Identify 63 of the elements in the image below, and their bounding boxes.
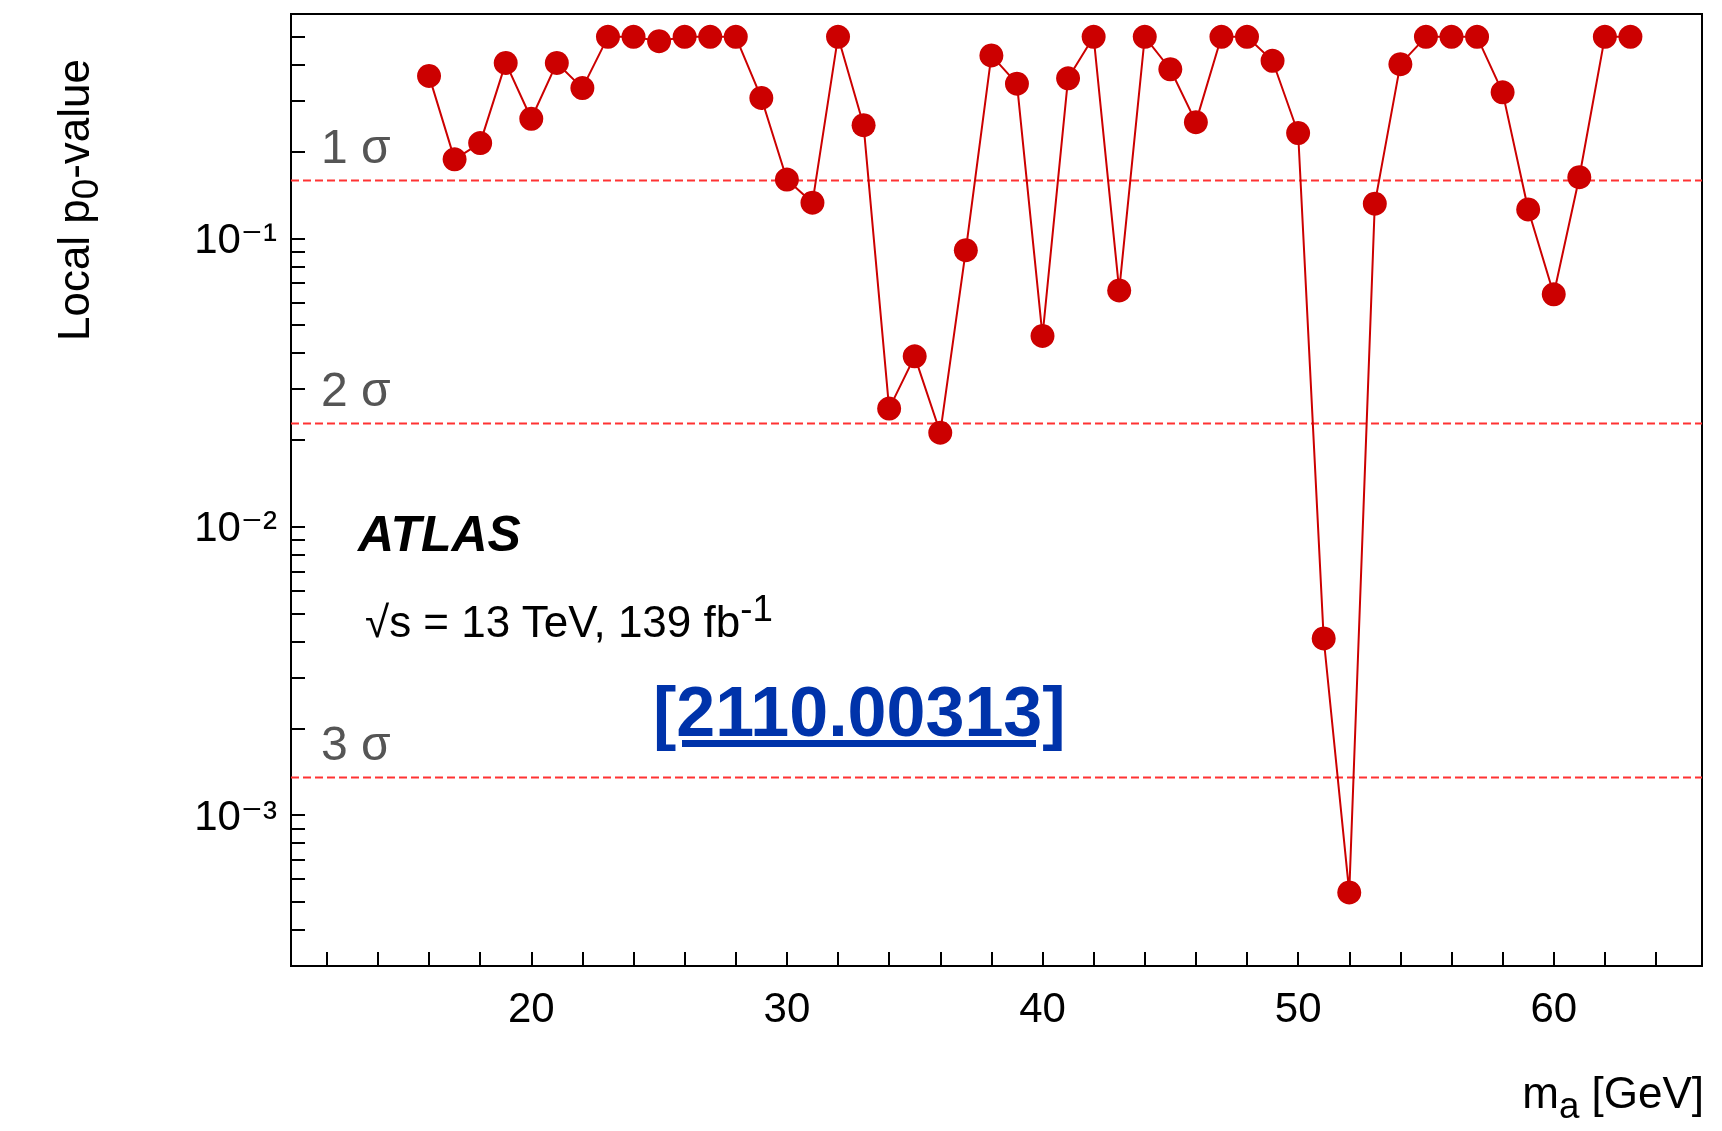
point	[1081, 24, 1106, 49]
point	[723, 24, 748, 49]
point	[1541, 282, 1566, 307]
point	[1362, 191, 1387, 216]
point	[493, 50, 518, 75]
point	[1388, 52, 1413, 77]
point	[1260, 48, 1285, 73]
point	[1107, 278, 1132, 303]
point	[1337, 880, 1362, 905]
point	[417, 63, 442, 88]
y-tick-label: 10⁻³	[194, 791, 278, 839]
point	[621, 24, 646, 49]
point	[851, 113, 876, 138]
point	[647, 29, 672, 54]
ref-line-label: 3 σ	[321, 717, 391, 771]
annotation: ATLAS	[358, 505, 521, 563]
point	[1439, 24, 1464, 49]
point	[570, 76, 595, 101]
y-tick-label: 10⁻¹	[194, 214, 278, 262]
point	[979, 43, 1004, 68]
x-tick-label: 60	[1530, 983, 1578, 1031]
point	[468, 131, 493, 156]
point	[749, 85, 774, 110]
point	[1158, 57, 1183, 82]
x-axis-title: m$_{a}$ [GeV]	[1522, 1068, 1704, 1127]
ref-line-label: 2 σ	[321, 363, 391, 417]
point	[1490, 80, 1515, 105]
point	[1618, 24, 1643, 49]
point	[800, 190, 825, 215]
point	[1056, 66, 1081, 91]
point	[698, 24, 723, 49]
point	[953, 238, 978, 263]
point	[672, 24, 697, 49]
point	[928, 420, 953, 445]
x-tick-label: 50	[1274, 983, 1322, 1031]
annotation: [2110.00313]	[653, 672, 1066, 752]
point	[1235, 24, 1259, 49]
point	[1413, 24, 1438, 49]
x-tick-label: 20	[507, 983, 555, 1031]
point	[519, 106, 544, 131]
point	[1132, 24, 1157, 49]
x-tick-label: 40	[1019, 983, 1066, 1031]
point	[1286, 121, 1311, 145]
x-tick-label: 30	[763, 983, 811, 1031]
point	[595, 24, 620, 49]
point	[774, 167, 799, 192]
point	[442, 147, 467, 172]
point	[1516, 197, 1541, 222]
point	[1030, 323, 1055, 348]
point	[877, 396, 902, 421]
point	[902, 344, 927, 369]
point	[1567, 165, 1592, 190]
point	[1311, 626, 1336, 651]
point	[1183, 110, 1208, 135]
point	[826, 24, 851, 49]
point	[1592, 24, 1617, 49]
y-tick-label: 10⁻²	[194, 503, 278, 551]
ref-line-label: 1 σ	[321, 120, 391, 174]
point	[1209, 24, 1234, 49]
point	[1004, 71, 1029, 96]
annotation: √s = 13 TeV, 139 fb$^{-1}$	[365, 588, 773, 647]
point	[544, 50, 569, 75]
point	[1465, 24, 1490, 49]
